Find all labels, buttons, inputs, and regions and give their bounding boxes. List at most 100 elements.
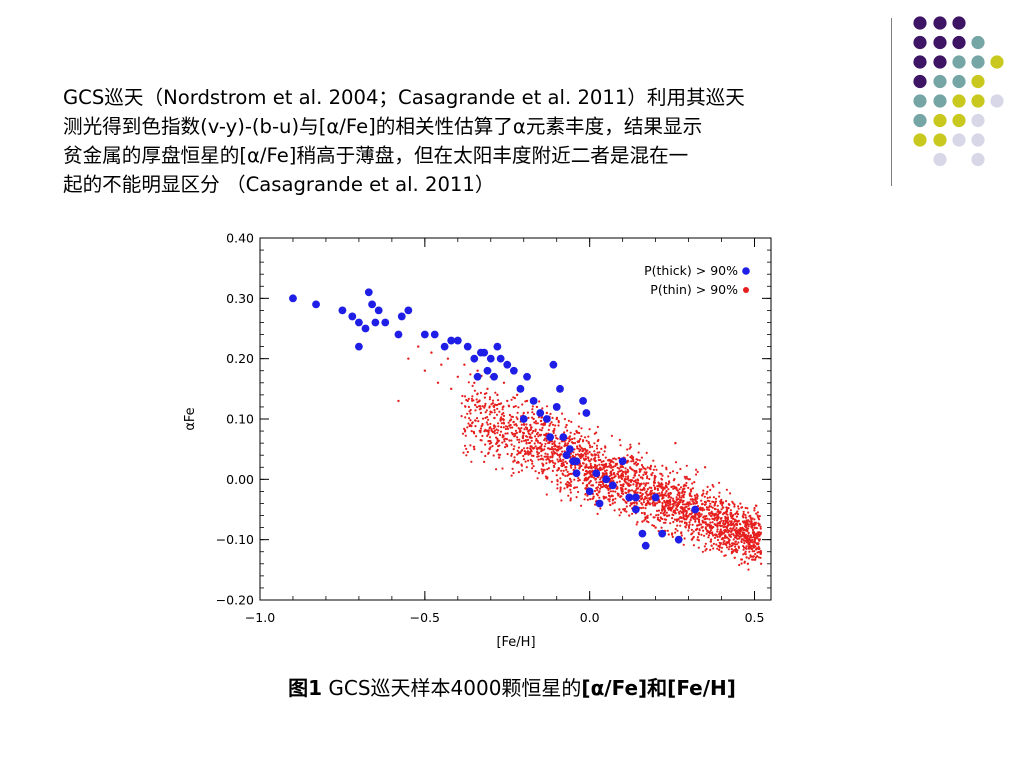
thin-disk-point: [613, 471, 616, 475]
y-tick-label: 0.10: [226, 412, 254, 427]
thin-disk-point: [450, 387, 453, 391]
thin-disk-point: [653, 504, 657, 507]
thin-disk-point: [540, 445, 543, 448]
thin-disk-point: [719, 528, 723, 531]
thin-disk-point: [722, 519, 725, 523]
thin-disk-point: [726, 528, 729, 531]
thin-disk-point: [668, 514, 671, 517]
thick-disk-point: [483, 366, 492, 375]
thin-disk-point: [677, 518, 680, 521]
thin-disk-point: [593, 489, 597, 493]
thin-disk-point: [481, 417, 485, 420]
thin-disk-point: [676, 524, 679, 527]
thin-disk-point: [502, 426, 505, 429]
thin-disk-point: [597, 468, 600, 471]
thin-disk-point: [550, 421, 553, 424]
thin-disk-point: [618, 508, 621, 511]
decor-dot: [933, 55, 947, 69]
thin-disk-point: [685, 518, 688, 521]
thin-disk-point: [747, 531, 750, 535]
thin-disk-point: [709, 514, 713, 517]
thin-disk-point: [700, 526, 703, 529]
thin-disk-point: [490, 429, 493, 432]
thin-disk-point: [484, 443, 487, 446]
thin-disk-point: [673, 485, 676, 488]
thin-disk-point: [598, 490, 601, 493]
thin-disk-point: [485, 421, 488, 424]
thin-disk-point: [545, 477, 548, 480]
thin-disk-point: [740, 558, 744, 561]
thin-disk-point: [520, 423, 523, 426]
thin-disk-point: [483, 406, 486, 409]
thin-disk-point: [704, 549, 707, 552]
thin-disk-point: [569, 464, 572, 467]
thin-disk-point: [469, 412, 472, 415]
thin-disk-point: [573, 448, 576, 451]
thin-disk-point: [493, 403, 496, 406]
thin-disk-point: [568, 437, 571, 440]
thin-disk-point: [570, 420, 573, 423]
thin-disk-point: [513, 456, 516, 459]
thin-disk-point: [466, 412, 469, 415]
thin-disk-point: [546, 468, 549, 471]
thin-disk-point: [478, 405, 481, 408]
thin-disk-point: [531, 460, 534, 463]
thin-disk-point: [675, 486, 678, 489]
thin-disk-point: [686, 516, 689, 519]
thin-disk-point: [469, 408, 472, 412]
thin-disk-point: [757, 531, 760, 534]
thin-disk-point: [683, 537, 686, 540]
thin-disk-point: [658, 485, 661, 488]
thin-disk-point: [567, 494, 570, 497]
thin-disk-point: [537, 471, 541, 474]
thin-disk-point: [510, 439, 513, 442]
thin-disk-point: [601, 453, 605, 456]
thin-disk-point: [484, 428, 487, 431]
thin-disk-point: [688, 478, 691, 481]
thin-disk-point: [545, 493, 548, 496]
thin-disk-point: [524, 460, 527, 463]
thin-disk-point: [678, 520, 681, 523]
thin-disk-point: [446, 357, 450, 360]
thin-disk-point: [644, 491, 647, 494]
thin-disk-point: [510, 398, 513, 401]
decor-dot: [933, 113, 947, 128]
thin-disk-point: [536, 450, 539, 454]
intro-paragraph: GCS巡天（Nordstrom et al. 2004；Casagrande e…: [63, 83, 881, 199]
thin-disk-point: [519, 429, 522, 433]
thin-disk-point: [545, 439, 548, 442]
thin-disk-point: [612, 461, 615, 464]
thin-disk-point: [672, 513, 675, 517]
thin-disk-point: [735, 537, 738, 540]
thin-disk-point: [741, 531, 744, 534]
thin-disk-point: [729, 513, 732, 516]
thin-disk-point: [680, 496, 683, 499]
thin-disk-point: [535, 437, 538, 441]
thin-disk-point: [619, 466, 622, 469]
thin-disk-point: [679, 486, 683, 489]
thin-disk-point: [709, 525, 712, 528]
thin-disk-point: [746, 520, 749, 523]
thin-disk-point: [733, 525, 736, 528]
thin-disk-point: [574, 466, 577, 469]
y-tick-label: −0.10: [216, 532, 254, 547]
thin-disk-point: [727, 506, 730, 510]
thin-disk-point: [584, 449, 588, 452]
thin-disk-point: [464, 405, 467, 408]
thin-disk-point: [742, 548, 745, 551]
thin-disk-point: [757, 556, 760, 559]
thin-disk-point: [488, 442, 491, 445]
legend-label-thin: P(thin) > 90%: [650, 282, 738, 297]
thin-disk-point: [728, 503, 731, 506]
thin-disk-point: [631, 502, 634, 505]
thin-disk-point: [545, 405, 549, 408]
x-tick-label: 0.5: [745, 610, 765, 625]
thin-disk-point: [623, 509, 626, 512]
thin-disk-point: [539, 441, 542, 445]
thin-disk-point: [551, 416, 554, 419]
thin-disk-point: [650, 486, 653, 489]
thin-disk-point: [489, 439, 492, 443]
thin-disk-point: [754, 538, 757, 541]
thin-disk-point: [556, 453, 560, 457]
thin-disk-point: [609, 490, 612, 493]
